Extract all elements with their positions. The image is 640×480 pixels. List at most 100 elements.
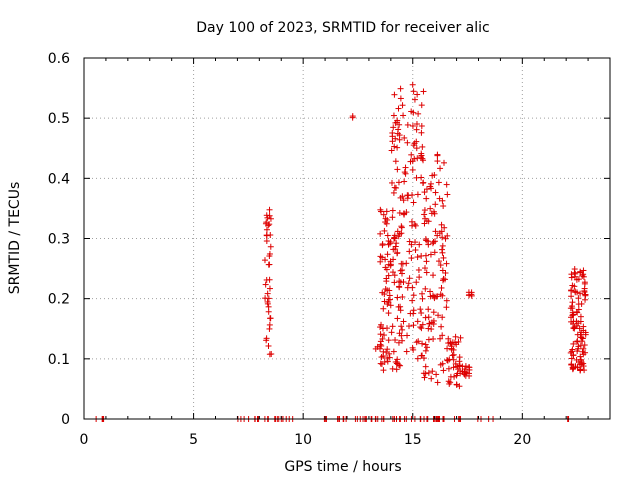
- data-point: [387, 302, 394, 309]
- data-point: [439, 332, 446, 339]
- data-point: [450, 364, 457, 371]
- data-point: [397, 267, 404, 274]
- data-point: [569, 312, 576, 319]
- data-point: [380, 367, 387, 374]
- data-point: [385, 241, 392, 248]
- data-point: [418, 154, 425, 161]
- data-point: [261, 257, 268, 264]
- data-point: [431, 249, 438, 256]
- data-point: [403, 260, 410, 267]
- data-point: [393, 366, 400, 373]
- data-point: [429, 292, 436, 299]
- data-point: [428, 375, 435, 382]
- data-point: [580, 267, 587, 274]
- data-point: [437, 165, 444, 172]
- data-point: [386, 240, 393, 247]
- data-point: [267, 232, 274, 239]
- data-point: [577, 366, 584, 373]
- data-point: [573, 276, 580, 283]
- data-point: [377, 338, 384, 345]
- data-point: [420, 179, 427, 186]
- data-point: [401, 134, 408, 141]
- data-point: [391, 235, 398, 242]
- data-point: [581, 367, 588, 374]
- data-point: [382, 286, 389, 293]
- data-point: [390, 348, 397, 355]
- data-point: [395, 126, 402, 133]
- data-point: [423, 344, 430, 351]
- data-point: [401, 178, 408, 185]
- data-point: [430, 272, 437, 279]
- data-point: [398, 323, 405, 330]
- data-point: [395, 179, 402, 186]
- data-point: [414, 91, 421, 98]
- y-tick-label: 0.5: [48, 111, 70, 127]
- data-point: [398, 230, 405, 237]
- data-point: [408, 241, 415, 248]
- data-point: [266, 321, 273, 328]
- data-point: [439, 242, 446, 249]
- data-point: [404, 332, 411, 339]
- data-point: [396, 121, 403, 128]
- data-point: [462, 363, 469, 370]
- data-point: [416, 274, 423, 281]
- data-point: [396, 284, 403, 291]
- data-point: [389, 207, 396, 214]
- data-point: [399, 337, 406, 344]
- data-point: [421, 207, 428, 214]
- data-point: [395, 233, 402, 240]
- x-axis-label: GPS time / hours: [284, 459, 401, 475]
- data-point: [384, 232, 391, 239]
- data-point: [386, 354, 393, 361]
- data-point: [391, 279, 398, 286]
- data-point: [390, 189, 397, 196]
- data-point: [394, 228, 401, 235]
- data-point: [452, 360, 459, 367]
- y-tick-label: 0: [61, 412, 70, 428]
- data-point: [577, 290, 584, 297]
- data-point: [402, 164, 409, 171]
- data-point: [383, 266, 390, 273]
- data-point: [433, 371, 440, 378]
- data-point: [445, 378, 452, 385]
- data-point: [389, 214, 396, 221]
- data-point: [434, 158, 441, 165]
- data-point: [416, 241, 423, 248]
- data-point: [574, 348, 581, 355]
- data-point: [422, 347, 429, 354]
- data-point: [453, 381, 460, 388]
- data-point: [390, 112, 397, 119]
- data-point: [395, 339, 402, 346]
- data-point: [442, 270, 449, 277]
- data-point: [577, 318, 584, 325]
- data-point: [394, 249, 401, 256]
- data-point: [266, 212, 273, 219]
- data-point: [450, 356, 457, 363]
- data-point: [418, 325, 425, 332]
- data-point: [394, 294, 401, 301]
- data-point: [377, 230, 384, 237]
- data-point: [456, 383, 463, 390]
- plot-frame: [83, 57, 611, 420]
- data-point: [570, 320, 577, 327]
- data-point: [420, 355, 427, 362]
- y-tick-label: 0.4: [48, 171, 70, 187]
- data-point: [430, 238, 437, 245]
- data-point: [384, 346, 391, 353]
- data-point: [377, 208, 384, 215]
- y-tick-label: 0.6: [48, 51, 70, 67]
- data-point: [380, 211, 387, 218]
- data-point: [267, 315, 274, 322]
- data-point: [573, 308, 580, 315]
- data-point: [392, 158, 399, 165]
- data-point: [463, 369, 470, 376]
- data-point: [384, 301, 391, 308]
- y-tick-label: 0.2: [48, 292, 70, 308]
- data-point: [414, 254, 421, 261]
- data-point: [394, 144, 401, 151]
- data-point: [573, 338, 580, 345]
- data-point: [447, 373, 454, 380]
- data-point: [418, 129, 425, 136]
- data-point: [443, 297, 450, 304]
